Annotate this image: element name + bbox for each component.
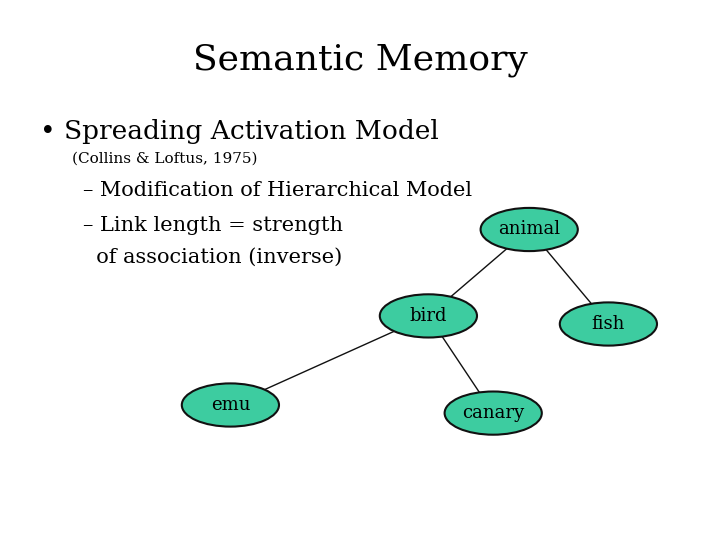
Ellipse shape [445,392,542,435]
Text: animal: animal [498,220,560,239]
Text: bird: bird [410,307,447,325]
Text: of association (inverse): of association (inverse) [83,247,342,266]
Text: (Collins & Loftus, 1975): (Collins & Loftus, 1975) [72,151,258,165]
Text: Semantic Memory: Semantic Memory [193,43,527,77]
Text: canary: canary [462,404,524,422]
Ellipse shape [380,294,477,338]
Text: – Modification of Hierarchical Model: – Modification of Hierarchical Model [83,181,472,200]
Ellipse shape [181,383,279,427]
Text: fish: fish [592,315,625,333]
Text: – Link length = strength: – Link length = strength [83,216,343,235]
Text: • Spreading Activation Model: • Spreading Activation Model [40,119,438,144]
Ellipse shape [481,208,578,251]
Text: emu: emu [211,396,250,414]
Ellipse shape [560,302,657,346]
